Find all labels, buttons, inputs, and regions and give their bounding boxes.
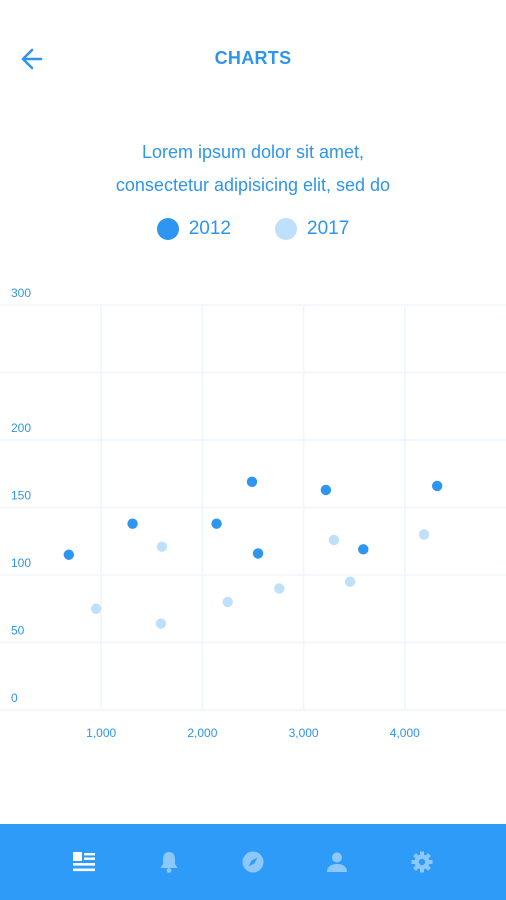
x-tick-label: 3,000 bbox=[289, 726, 319, 740]
description-line-1: Lorem ipsum dolor sit amet, bbox=[40, 136, 466, 169]
news-feed-icon bbox=[72, 850, 96, 874]
legend-dot-2012 bbox=[157, 218, 179, 240]
data-point-2012 bbox=[358, 544, 368, 554]
data-point-2017 bbox=[91, 604, 101, 614]
legend-label-2017: 2017 bbox=[307, 218, 349, 240]
data-point-2017 bbox=[274, 583, 284, 593]
y-tick-label: 50 bbox=[11, 624, 25, 638]
description-line-2: consectetur adipisicing elit, sed do bbox=[40, 169, 466, 202]
user-icon bbox=[325, 850, 349, 874]
y-tick-label: 200 bbox=[11, 421, 31, 435]
legend-label-2012: 2012 bbox=[189, 218, 231, 240]
y-tick-label: 150 bbox=[11, 489, 31, 503]
bell-icon bbox=[157, 850, 181, 874]
header: CHARTS bbox=[0, 0, 506, 118]
page-title: CHARTS bbox=[0, 48, 506, 69]
data-point-2012 bbox=[253, 548, 263, 558]
tab-settings[interactable] bbox=[402, 842, 442, 882]
tab-explore[interactable] bbox=[233, 842, 273, 882]
tab-bar bbox=[0, 824, 506, 900]
data-point-2017 bbox=[223, 597, 233, 607]
y-tick-label: 0 bbox=[11, 691, 18, 705]
data-point-2017 bbox=[157, 541, 167, 551]
compass-icon bbox=[241, 850, 265, 874]
data-point-2017 bbox=[419, 529, 429, 539]
tab-profile[interactable] bbox=[317, 842, 357, 882]
legend-dot-2017 bbox=[275, 218, 297, 240]
gear-icon bbox=[410, 850, 434, 874]
y-tick-label: 300 bbox=[11, 286, 31, 300]
data-point-2012 bbox=[127, 519, 137, 529]
chart-description: Lorem ipsum dolor sit amet, consectetur … bbox=[40, 136, 466, 202]
scatter-chart: 0 50 100 150 200 300 1,000 2,000 3,000 4,000 bbox=[0, 280, 506, 760]
x-tick-label: 2,000 bbox=[187, 726, 217, 740]
data-point-2012 bbox=[321, 485, 331, 495]
data-point-2012 bbox=[211, 519, 221, 529]
data-point-2012 bbox=[247, 477, 257, 487]
legend-item-2017: 2017 bbox=[275, 218, 349, 240]
x-tick-label: 1,000 bbox=[86, 726, 116, 740]
chart-legend: 2012 2017 bbox=[0, 214, 506, 244]
data-point-2017 bbox=[156, 618, 166, 628]
tab-news-feed[interactable] bbox=[64, 842, 104, 882]
data-point-2012 bbox=[432, 481, 442, 491]
data-point-2017 bbox=[345, 577, 355, 587]
y-tick-label: 100 bbox=[11, 556, 31, 570]
x-tick-label: 4,000 bbox=[390, 726, 420, 740]
data-point-2017 bbox=[329, 535, 339, 545]
data-point-2012 bbox=[64, 550, 74, 560]
tab-notifications[interactable] bbox=[149, 842, 189, 882]
legend-item-2012: 2012 bbox=[157, 218, 231, 240]
